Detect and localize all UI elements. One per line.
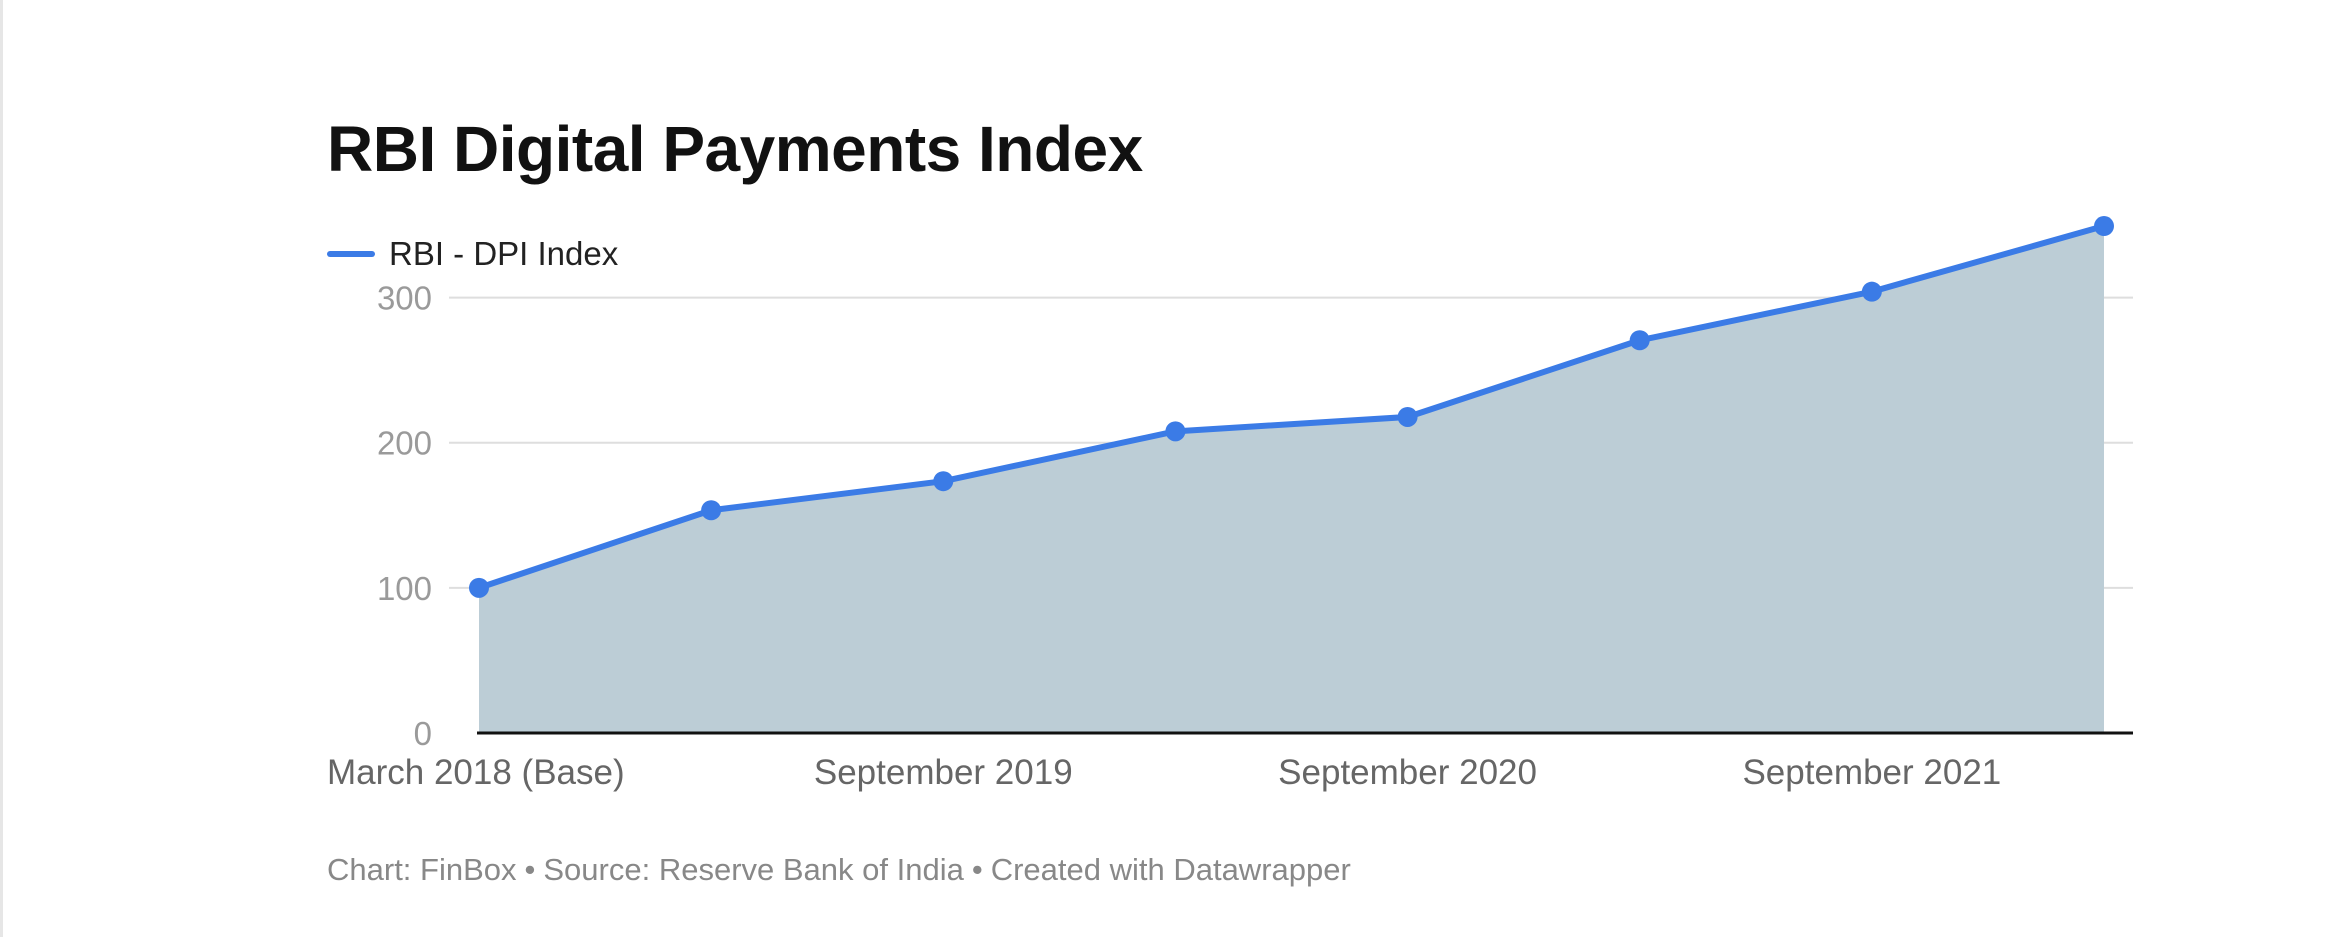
- series-line-layer: [476, 223, 2107, 591]
- legend-swatch-rbi-dpi: [327, 251, 375, 257]
- chart-source: Source: Reserve Bank of India: [543, 852, 964, 887]
- y-tick-label-300: 300: [377, 280, 432, 317]
- x-axis-ticks: March 2018 (Base) September 2019 September…: [327, 753, 2001, 792]
- data-points: [469, 216, 2114, 598]
- area-fill-layer: [479, 226, 2104, 734]
- x-tick-label-1: September 2019: [814, 753, 1073, 792]
- chart-title: RBI Digital Payments Index: [327, 113, 1143, 185]
- data-point-3: [1165, 421, 1186, 442]
- created-with: Created with Datawrapper: [990, 852, 1351, 887]
- x-tick-label-3: September 2021: [1742, 753, 2001, 792]
- chart-credit: Chart: FinBox: [327, 852, 517, 887]
- y-axis-ticks: 0 100 200 300: [377, 280, 432, 752]
- x-tick-label-0: March 2018 (Base): [327, 753, 625, 792]
- y-tick-label-0: 0: [414, 715, 432, 752]
- legend: RBI - DPI Index: [327, 232, 618, 276]
- data-point-2: [933, 471, 954, 492]
- frame-left-border: [0, 0, 3, 937]
- data-point-6: [1861, 281, 1882, 302]
- data-point-0: [469, 577, 489, 598]
- data-point-1: [701, 500, 722, 521]
- chart-footer: Chart: FinBox • Source: Reserve Bank of In…: [327, 852, 1351, 888]
- y-tick-label-200: 200: [377, 425, 432, 462]
- data-point-5: [1629, 330, 1650, 351]
- data-point-4: [1397, 406, 1418, 427]
- area-fill: [479, 226, 2104, 734]
- y-tick-label-100: 100: [377, 570, 432, 607]
- series-line-rbi-dpi: [476, 223, 2107, 591]
- x-tick-label-2: September 2020: [1278, 753, 1537, 792]
- footer-separator: •: [524, 852, 536, 887]
- footer-separator: •: [971, 852, 983, 887]
- data-point-7: [2094, 216, 2114, 237]
- legend-label-rbi-dpi: RBI - DPI Index: [389, 235, 619, 272]
